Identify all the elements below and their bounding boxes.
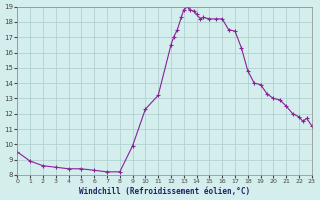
X-axis label: Windchill (Refroidissement éolien,°C): Windchill (Refroidissement éolien,°C) (79, 187, 250, 196)
